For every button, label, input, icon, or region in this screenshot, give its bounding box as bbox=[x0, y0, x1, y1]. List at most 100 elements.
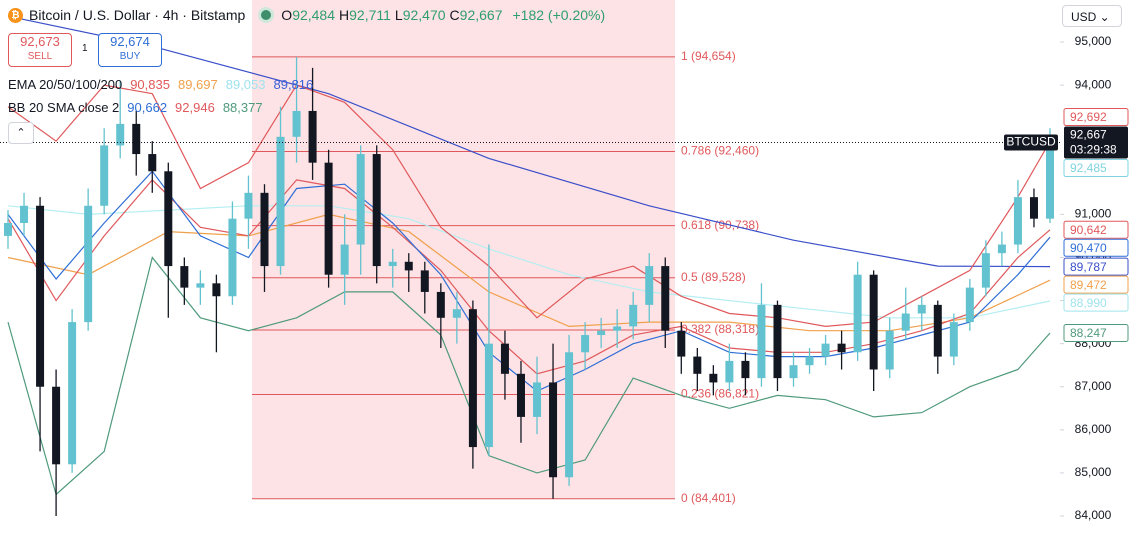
candle-body bbox=[4, 222, 12, 236]
candle-body bbox=[484, 343, 493, 448]
candle-body bbox=[1046, 142, 1054, 219]
candle-body bbox=[468, 309, 477, 448]
price-tag-label: 92,485 bbox=[1070, 161, 1107, 175]
indicator-line bbox=[7, 84, 1051, 328]
ohlc-key: C bbox=[449, 7, 460, 23]
candle-body bbox=[436, 291, 445, 318]
ohlc: O92,484 H92,711 L92,470 C92,667 bbox=[281, 7, 506, 23]
legend-row: EMA 20/50/100/200 90,835 89,697 89,053 89,81… bbox=[8, 77, 313, 92]
ohlc-key: L bbox=[394, 7, 403, 23]
legend-value: 89,816 bbox=[273, 77, 314, 92]
price-tag bbox=[1063, 257, 1129, 276]
candle-body bbox=[52, 386, 61, 465]
countdown: 03:29:38 bbox=[1070, 143, 1117, 157]
currency-button[interactable]: USD ⌄ bbox=[1062, 5, 1122, 27]
legend-label: BB 20 SMA close 2 bbox=[8, 100, 120, 115]
ohlc-key: H bbox=[339, 7, 350, 23]
fib-label: 0.236 (86,821) bbox=[681, 387, 759, 401]
candle-body bbox=[805, 356, 814, 366]
range-highlight bbox=[252, 0, 675, 499]
price-tag bbox=[1063, 159, 1129, 178]
candle-body bbox=[388, 261, 397, 267]
candle-body bbox=[757, 304, 766, 379]
y-tick-label: 87,000 bbox=[1075, 379, 1112, 393]
buy-button[interactable]: 92,674 BUY bbox=[98, 33, 162, 67]
candle-body bbox=[613, 326, 622, 331]
candle-body bbox=[244, 192, 253, 219]
candle-body bbox=[533, 382, 542, 417]
sell-label: SELL bbox=[27, 51, 53, 62]
legend-label: EMA 20/50/100/200 bbox=[8, 77, 123, 92]
legend-value: 90,835 bbox=[130, 77, 170, 92]
candle-body bbox=[132, 123, 141, 155]
candle-body bbox=[452, 309, 461, 318]
candle-body bbox=[212, 283, 221, 297]
candle-body bbox=[981, 253, 990, 288]
legend-value: 92,946 bbox=[175, 100, 215, 115]
change: +182 (+0.20%) bbox=[512, 7, 606, 23]
candle-body bbox=[292, 110, 301, 137]
candle-body bbox=[997, 244, 1006, 254]
fib-label: 0 (84,401) bbox=[681, 491, 736, 505]
candle-body bbox=[853, 274, 862, 353]
symbol-tag bbox=[1004, 134, 1058, 151]
candle-body bbox=[645, 266, 654, 305]
candle-body bbox=[260, 192, 269, 267]
legend-value: 90,662 bbox=[127, 100, 168, 115]
candle-body bbox=[725, 360, 734, 383]
price-tag bbox=[1063, 238, 1129, 257]
candle-body bbox=[661, 266, 670, 331]
sell-price: 92,673 bbox=[20, 34, 60, 49]
candle-body bbox=[1029, 197, 1038, 219]
current-price-tag bbox=[1064, 126, 1128, 159]
currency: USD bbox=[1071, 10, 1097, 24]
candle-body bbox=[773, 304, 782, 379]
price-tag-label: 90,470 bbox=[1070, 241, 1107, 255]
candle-body bbox=[100, 145, 109, 206]
candle-body bbox=[677, 330, 686, 357]
fib-label: 0.5 (89,528) bbox=[681, 270, 746, 284]
price-tag-label: 92,692 bbox=[1070, 110, 1107, 124]
candle-body bbox=[789, 365, 798, 379]
candle-body bbox=[420, 270, 429, 292]
candle-body bbox=[917, 304, 926, 314]
price-tag bbox=[1063, 324, 1129, 343]
legend-row: BB 20 SMA close 2 90,662 92,946 88,377 bbox=[8, 100, 263, 115]
candle-body bbox=[565, 352, 574, 478]
sell-button[interactable]: 92,673 SELL bbox=[8, 33, 72, 67]
candle-body bbox=[693, 356, 702, 374]
candle-body bbox=[68, 322, 77, 465]
candle-body bbox=[949, 322, 958, 357]
y-tick-label: 85,000 bbox=[1075, 465, 1112, 479]
candle-body bbox=[549, 382, 558, 478]
candle-body bbox=[372, 154, 381, 267]
fib-label: 0.382 (88,318) bbox=[681, 322, 759, 336]
candle-body bbox=[20, 205, 29, 223]
buy-price: 92,674 bbox=[110, 34, 150, 49]
indicator-line bbox=[7, 15, 1051, 268]
candle-body bbox=[148, 154, 157, 172]
candle-body bbox=[1013, 197, 1022, 245]
candle-body bbox=[116, 123, 125, 146]
candle-body bbox=[885, 330, 894, 370]
y-tick-label: 84,000 bbox=[1075, 508, 1112, 522]
candle-body bbox=[84, 205, 93, 323]
candle-body bbox=[404, 261, 413, 271]
candle-body bbox=[196, 283, 205, 288]
candle-body bbox=[276, 136, 285, 267]
coin-icon: ₿ bbox=[8, 7, 23, 23]
price-tag-label: 89,787 bbox=[1070, 260, 1107, 274]
symbol-tag-text: BTCUSD bbox=[1006, 135, 1056, 149]
candle-body bbox=[709, 373, 718, 383]
price-tag bbox=[1063, 275, 1129, 294]
price-tag-label: 89,472 bbox=[1070, 278, 1107, 292]
candle-body bbox=[597, 330, 606, 336]
candle-body bbox=[837, 343, 846, 353]
ohlc-value: 92,711 bbox=[349, 7, 391, 23]
ohlc-key: O bbox=[281, 7, 293, 23]
y-tick-label: 86,000 bbox=[1075, 422, 1112, 436]
collapse-button[interactable]: ⌃ bbox=[8, 122, 34, 144]
spread: 1 bbox=[82, 43, 88, 54]
